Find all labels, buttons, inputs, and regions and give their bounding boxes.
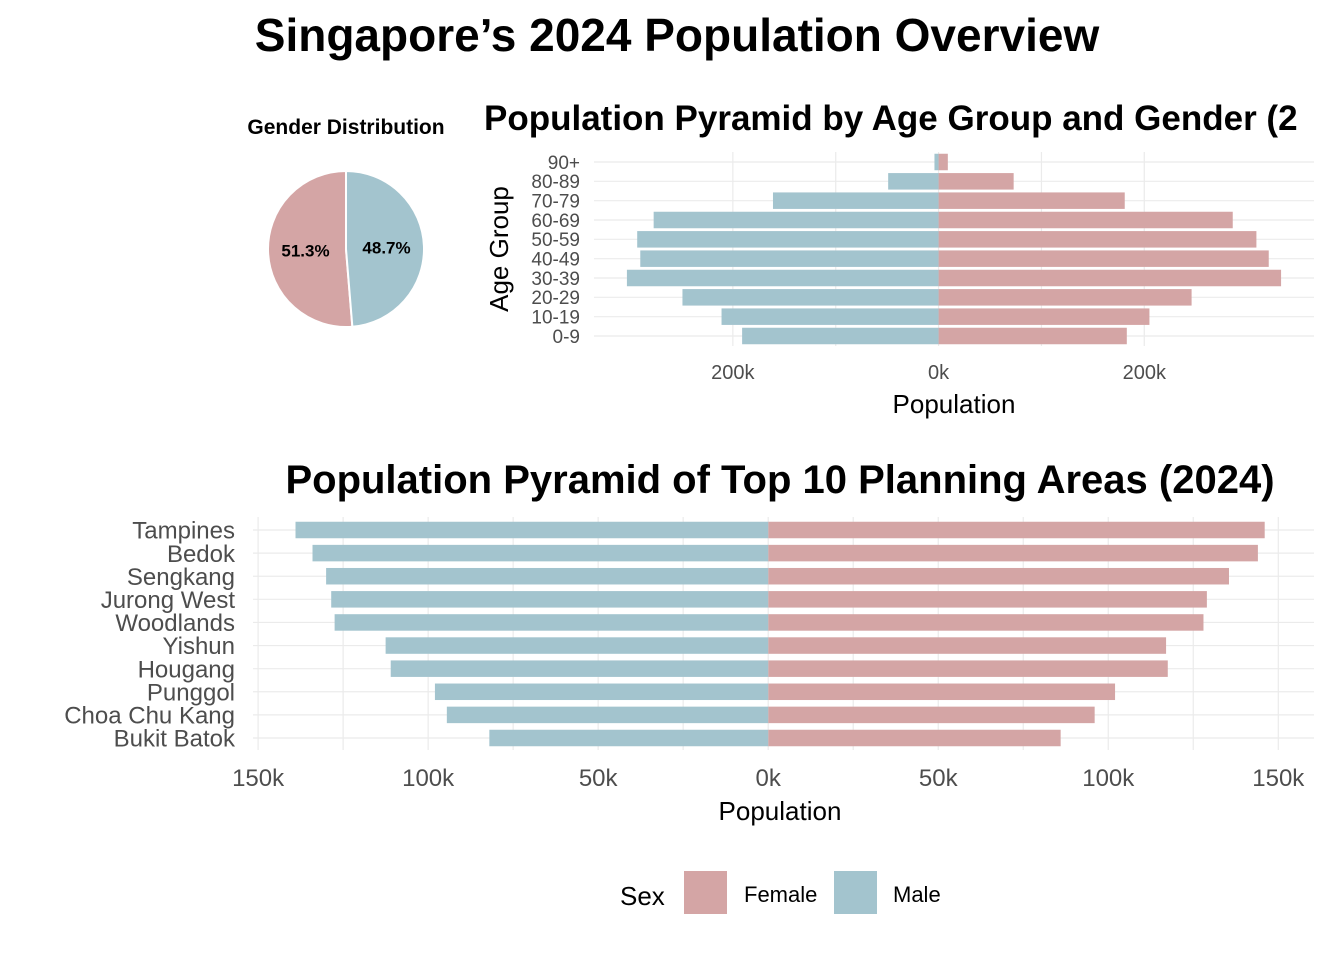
bar-male-bukit-batok (489, 729, 769, 747)
y-tick-label-20-29: 20-29 (531, 288, 580, 309)
age-pyramid-y-axis-label: Age Group (484, 186, 514, 312)
pie-label-female: 51.3% (281, 242, 329, 261)
x-tick-label: 200k (711, 362, 755, 384)
bar-male-choa-chu-kang (446, 706, 769, 724)
bar-female-0-9 (938, 327, 1127, 345)
bar-male-60-69 (653, 211, 939, 229)
y-tick-label-jurong-west: Jurong West (101, 587, 236, 614)
y-tick-label-70-79: 70-79 (531, 192, 580, 213)
bar-male-10-19 (721, 308, 939, 325)
bar-male-40-49 (640, 250, 939, 267)
bar-female-hougang (768, 660, 1168, 677)
bar-female-90 (938, 153, 948, 171)
age-pyramid-bars (626, 153, 1282, 345)
bar-female-sengkang (768, 567, 1229, 585)
pie-value-labels: 51.3% 48.7% (281, 238, 410, 260)
bar-male-woodlands (334, 614, 769, 631)
bar-female-80-89 (938, 173, 1014, 190)
y-tick-label-60-69: 60-69 (531, 211, 580, 232)
planning-area-pyramid-x-axis-label: Population (719, 796, 842, 826)
legend-swatch-female (684, 871, 727, 914)
pie-slice-male (345, 169, 425, 328)
bar-female-punggol (768, 683, 1116, 701)
bar-female-yishun (768, 637, 1167, 654)
bar-male-yishun (385, 637, 769, 654)
pie-slice-female (267, 169, 354, 328)
x-tick-label: 150k (232, 765, 285, 792)
bar-female-40-49 (938, 250, 1269, 267)
bar-male-sengkang (326, 567, 769, 585)
bar-male-70-79 (772, 192, 939, 209)
x-tick-label: 0k (928, 362, 950, 384)
y-tick-label-tampines: Tampines (132, 518, 235, 545)
planning-area-pyramid-bars (295, 521, 1265, 747)
bar-male-punggol (434, 683, 769, 701)
gender-pie-panel: Gender Distribution 51.3% 48.7% (247, 116, 445, 328)
x-tick-label: 200k (1123, 362, 1167, 384)
y-tick-label-sengkang: Sengkang (127, 564, 235, 591)
bar-male-bedok (312, 544, 769, 562)
bar-female-bukit-batok (768, 729, 1061, 747)
bar-female-30-39 (938, 269, 1282, 287)
y-tick-label-90: 90+ (548, 153, 580, 174)
bar-female-10-19 (938, 308, 1150, 325)
planning-area-pyramid-title: Population Pyramid of Top 10 Planning Ar… (285, 458, 1274, 502)
bar-male-90 (934, 153, 939, 171)
x-tick-label: 100k (402, 765, 455, 792)
bar-female-tampines (768, 521, 1265, 539)
age-pyramid-y-ticks: 90+80-8970-7960-6950-5940-4930-3920-2910… (531, 153, 580, 348)
bar-male-50-59 (637, 231, 939, 248)
x-tick-label: 150k (1252, 765, 1305, 792)
bar-female-20-29 (938, 289, 1192, 306)
planning-area-pyramid-panel: Population Pyramid of Top 10 Planning Ar… (64, 458, 1314, 826)
sex-legend: Sex Female Male (620, 871, 941, 914)
bar-male-jurong-west (331, 591, 769, 608)
bar-male-30-39 (626, 269, 939, 287)
bar-male-tampines (295, 521, 769, 539)
x-tick-label: 50k (919, 765, 959, 792)
pie-label-male: 48.7% (362, 238, 410, 257)
y-tick-label-80-89: 80-89 (531, 172, 580, 193)
x-tick-label: 50k (579, 765, 619, 792)
y-tick-label-40-49: 40-49 (531, 250, 580, 271)
y-tick-label-yishun: Yishun (163, 633, 236, 660)
age-pyramid-title: Population Pyramid by Age Group and Gend… (484, 99, 1298, 138)
planning-area-pyramid-x-ticks: 150k 100k 50k 0k 50k 100k 150k (232, 765, 1305, 792)
y-tick-label-hougang: Hougang (138, 656, 235, 683)
main-title: Singapore’s 2024 Population Overview (254, 9, 1100, 61)
y-tick-label-30-39: 30-39 (531, 269, 580, 290)
age-pyramid-x-axis-label: Population (893, 389, 1016, 419)
age-pyramid-x-ticks: 200k 0k 200k (711, 362, 1167, 384)
y-tick-label-punggol: Punggol (147, 679, 235, 706)
bar-female-60-69 (938, 211, 1233, 229)
bar-female-50-59 (938, 231, 1257, 248)
y-tick-label-choa-chu-kang: Choa Chu Kang (64, 703, 235, 730)
bar-male-80-89 (888, 173, 939, 190)
y-tick-label-bedok: Bedok (167, 541, 236, 568)
bar-male-0-9 (742, 327, 939, 345)
bar-male-20-29 (682, 289, 939, 306)
y-tick-label-woodlands: Woodlands (115, 610, 235, 637)
x-tick-label: 0k (756, 765, 782, 792)
bar-male-hougang (390, 660, 769, 677)
bar-female-woodlands (768, 614, 1204, 631)
legend-swatch-male (834, 871, 877, 914)
bar-female-70-79 (938, 192, 1125, 209)
y-tick-label-bukit-batok: Bukit Batok (114, 726, 236, 753)
age-pyramid-panel: Population Pyramid by Age Group and Gend… (484, 99, 1314, 419)
y-tick-label-10-19: 10-19 (531, 308, 580, 329)
bar-female-bedok (768, 544, 1258, 562)
legend-label-male: Male (893, 882, 941, 907)
y-tick-label-0-9: 0-9 (553, 327, 580, 348)
legend-label-female: Female (744, 882, 817, 907)
pie-slices (267, 169, 425, 328)
y-tick-label-50-59: 50-59 (531, 230, 580, 251)
legend-title: Sex (620, 881, 665, 911)
x-tick-label: 100k (1082, 765, 1135, 792)
bar-female-choa-chu-kang (768, 706, 1095, 724)
pie-chart-title: Gender Distribution (247, 116, 444, 139)
bar-female-jurong-west (768, 591, 1207, 608)
